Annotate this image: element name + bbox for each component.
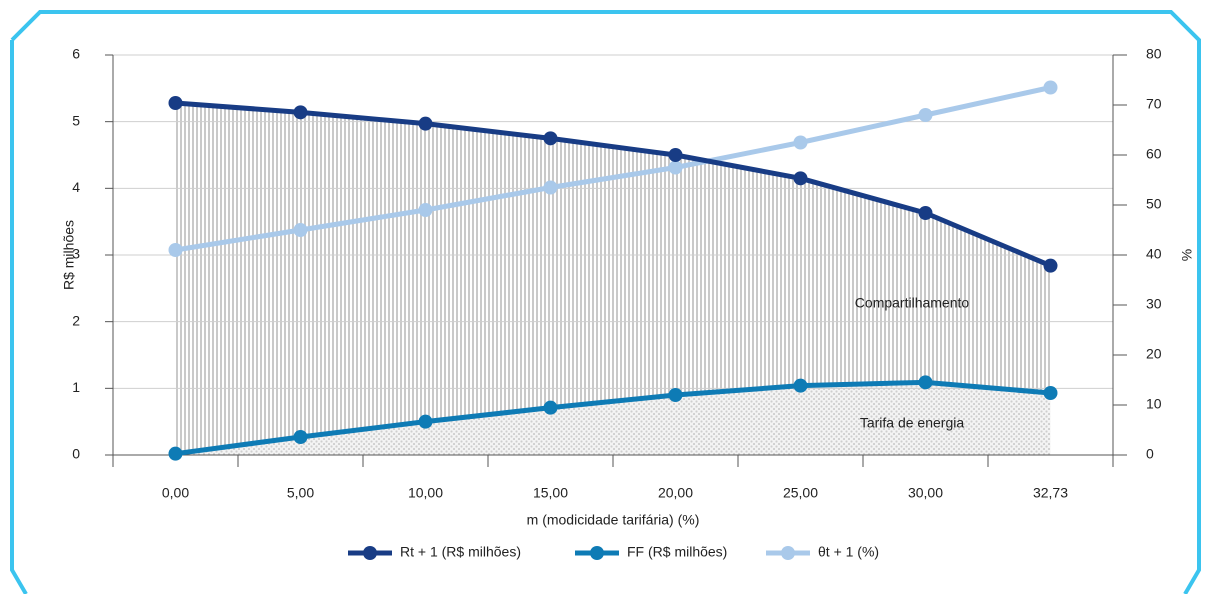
data-point	[168, 96, 183, 110]
shared-area	[175, 103, 1051, 454]
data-point	[418, 414, 433, 429]
data-point	[168, 446, 183, 461]
y-tick-label: 4	[72, 179, 80, 195]
x-tick-label: 15,00	[533, 485, 568, 501]
data-point	[918, 375, 933, 390]
data-point	[793, 378, 808, 393]
series-line	[175, 100, 1052, 268]
energy-area	[175, 382, 1051, 455]
x-tick-label: 10,00	[408, 485, 443, 501]
legend-label: Rt + 1 (R$ milhões)	[400, 544, 521, 560]
y-tick-label: 0	[72, 446, 80, 462]
data-point	[793, 135, 808, 150]
data-point	[668, 388, 683, 402]
y2-axis-label: %	[1179, 249, 1195, 261]
data-point	[543, 400, 558, 415]
data-point	[418, 203, 433, 217]
series-line	[175, 379, 1051, 457]
data-point	[793, 171, 808, 186]
data-point	[1043, 80, 1058, 95]
x-tick-label: 32,73	[1033, 485, 1068, 501]
data-point	[1043, 386, 1058, 400]
y-tick-label: 3	[72, 246, 80, 262]
y2-tick-label: 0	[1146, 446, 1154, 462]
x-tick-label: 5,00	[287, 485, 314, 501]
y-tick-label: 2	[72, 312, 80, 328]
y2-tick-label: 70	[1146, 96, 1162, 112]
series-line	[175, 85, 1052, 253]
data-point	[918, 108, 933, 122]
y-tick-label: 1	[72, 379, 80, 395]
data-point	[918, 206, 933, 220]
y-tick-label: 5	[72, 112, 80, 128]
y-axis-label: R$ milhões	[61, 220, 77, 290]
legend-marker	[781, 546, 795, 560]
y2-tick-label: 80	[1146, 46, 1162, 62]
y2-tick-label: 50	[1146, 196, 1162, 212]
frame	[10, 10, 1201, 594]
y-tick-label: 6	[72, 46, 80, 62]
data-point	[543, 180, 558, 195]
y2-tick-label: 10	[1146, 396, 1162, 412]
data-point	[293, 223, 308, 237]
x-tick-label: 30,00	[908, 485, 943, 501]
data-point	[293, 430, 308, 444]
data-point	[168, 243, 183, 257]
legend-label: θt + 1 (%)	[818, 544, 879, 560]
x-tick-label: 20,00	[658, 485, 693, 501]
annotation: Tarifa de energia	[860, 415, 965, 431]
data-point	[418, 116, 433, 131]
data-point	[1043, 258, 1058, 273]
legend-marker	[363, 546, 377, 560]
legend-label: FF (R$ milhões)	[627, 544, 727, 560]
y2-tick-label: 20	[1146, 346, 1162, 362]
y2-tick-label: 30	[1146, 296, 1162, 312]
data-point	[668, 160, 683, 175]
y2-tick-label: 60	[1146, 146, 1162, 162]
x-axis-label: m (modicidade tarifária) (%)	[527, 512, 700, 528]
y2-tick-label: 40	[1146, 246, 1162, 262]
data-point	[668, 148, 683, 162]
annotation: Compartilhamento	[855, 295, 970, 311]
legend-marker	[590, 546, 604, 560]
x-tick-label: 0,00	[162, 485, 189, 501]
data-point	[543, 131, 558, 146]
data-point	[293, 105, 308, 120]
x-tick-label: 25,00	[783, 485, 818, 501]
